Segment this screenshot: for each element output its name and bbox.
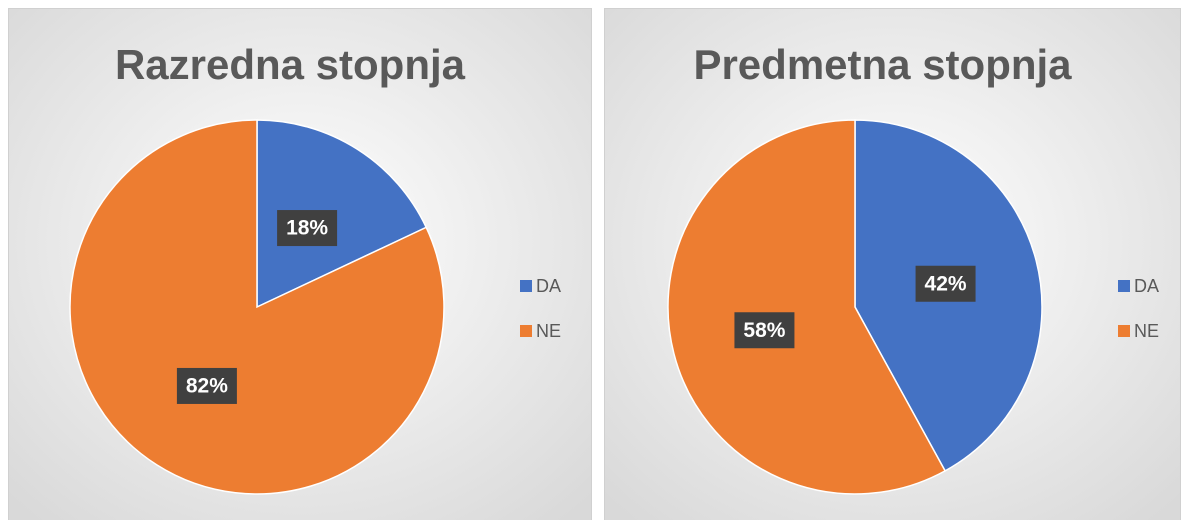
legend-swatch: [520, 325, 532, 337]
chart-panel: Razredna stopnja 18% 82% DA NE: [8, 8, 592, 520]
legend-swatch: [1118, 325, 1130, 337]
legend-swatch: [1118, 280, 1130, 292]
chart-panel: Predmetna stopnja 42% 58% DA NE: [604, 8, 1181, 520]
legend-label: DA: [536, 276, 561, 296]
pie-slice: [667, 119, 947, 495]
data-label-box: [277, 210, 338, 247]
legend-swatch: [520, 280, 532, 292]
chart-title: Predmetna stopnja: [693, 41, 1072, 88]
chart-title: Razredna stopnja: [115, 41, 466, 88]
data-label: 58%: [743, 319, 785, 342]
legend-label: DA: [1134, 276, 1159, 296]
data-label-box: [915, 265, 976, 302]
data-label-box: [734, 312, 795, 349]
data-label: 82%: [186, 374, 228, 397]
legend-label: NE: [536, 321, 561, 341]
data-label: 42%: [925, 272, 967, 295]
data-label-box: [176, 367, 237, 404]
pie-slice: [256, 119, 428, 309]
pie-slice: [69, 119, 445, 495]
legend-label: NE: [1134, 321, 1159, 341]
data-label: 18%: [286, 217, 328, 240]
